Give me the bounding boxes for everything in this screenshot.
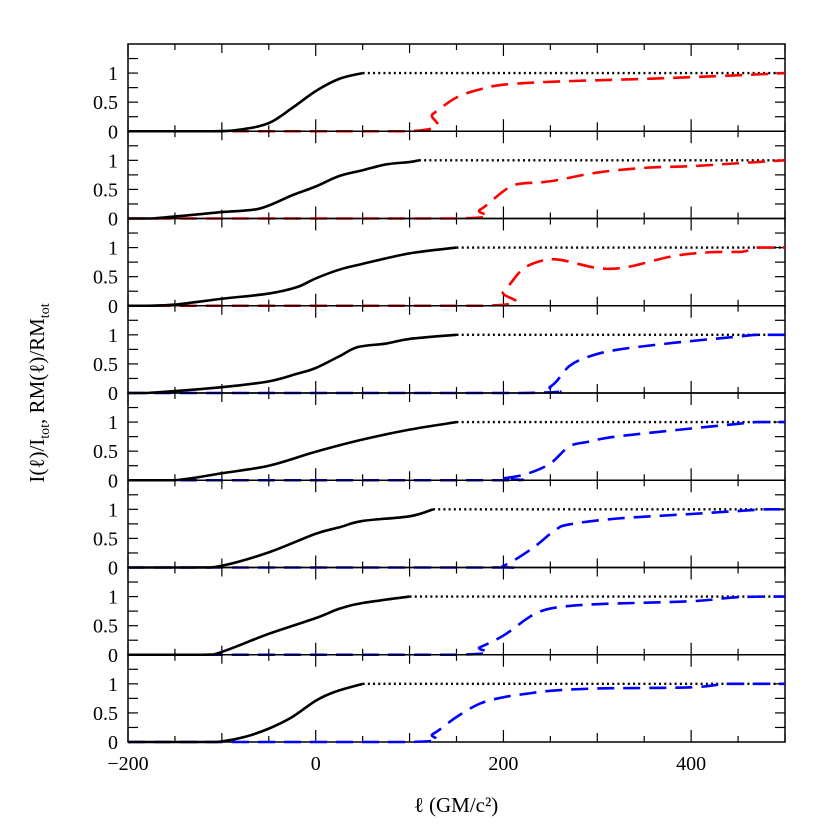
panel-2: 00.51 — [93, 130, 786, 231]
intensity-solid-line — [127, 246, 457, 308]
panel-frame — [127, 217, 786, 307]
y-tick-label: 1 — [108, 63, 118, 85]
rm-dashed-line — [128, 71, 786, 133]
x-axis-label: ℓ (GM/c²) — [414, 793, 499, 817]
y-tick-label: 0 — [108, 296, 118, 318]
rm-dashed-line — [128, 333, 785, 395]
panel-4: 00.51 — [93, 305, 786, 405]
rm-dashed-line — [127, 246, 785, 308]
y-tick-label: 0.5 — [93, 179, 118, 201]
y-tick-label: 0.5 — [93, 528, 118, 550]
y-tick-label: 1 — [108, 412, 118, 434]
panel-frame — [127, 130, 786, 220]
intensity-solid-line — [128, 595, 410, 657]
panel-1: 00.51 — [93, 43, 786, 143]
intensity-solid-line — [127, 420, 457, 482]
y-tick-label: 0.5 — [93, 92, 118, 114]
rm-dashed-line — [128, 159, 786, 220]
y-tick-label: 1 — [108, 587, 118, 609]
y-tick-label: 1 — [108, 238, 118, 260]
y-tick-label: 0 — [108, 732, 118, 754]
y-tick-label: 0 — [108, 209, 118, 231]
x-tick-label: 400 — [676, 753, 706, 775]
y-tick-label: 1 — [108, 674, 118, 696]
rm-dashed-line — [127, 682, 785, 744]
panel-frame — [127, 654, 786, 743]
intensity-solid-line — [128, 71, 363, 133]
panel-frame — [127, 392, 786, 481]
panel-8: 00.51 — [93, 654, 786, 754]
panel-frame — [127, 305, 786, 394]
rm-dashed-line — [128, 508, 785, 569]
panel-frame — [127, 479, 786, 569]
y-tick-label: 0.5 — [93, 441, 118, 463]
x-tick-label: −200 — [107, 753, 148, 775]
y-tick-label: 0 — [108, 558, 118, 580]
y-tick-label: 0.5 — [93, 616, 118, 638]
panel-6: 00.51 — [93, 479, 786, 580]
y-tick-label: 0 — [108, 121, 118, 143]
intensity-solid-line — [128, 333, 457, 395]
panel-frame — [127, 43, 786, 132]
intensity-solid-line — [128, 508, 434, 569]
y-tick-label: 1 — [108, 499, 118, 521]
intensity-solid-line — [128, 159, 420, 220]
y-tick-label: 1 — [108, 325, 118, 347]
y-tick-label: 1 — [108, 150, 118, 172]
y-tick-label: 0.5 — [93, 703, 118, 725]
y-axis-label: I(ℓ)/Itot, RM(ℓ)/RMtot — [25, 303, 53, 482]
y-tick-label: 0.5 — [93, 267, 118, 289]
y-tick-label: 0 — [108, 470, 118, 492]
panel-5: 00.51 — [93, 392, 786, 492]
y-tick-label: 0 — [108, 383, 118, 405]
y-tick-label: 0 — [108, 645, 118, 667]
x-tick-label: 200 — [488, 753, 518, 775]
intensity-solid-line — [127, 682, 364, 744]
panel-7: 00.51 — [93, 566, 786, 667]
x-tick-label: 0 — [311, 753, 321, 775]
panel-3: 00.51 — [93, 217, 786, 318]
rm-dashed-line — [128, 595, 786, 657]
panel-frame — [127, 566, 786, 656]
y-tick-label: 0.5 — [93, 354, 118, 376]
